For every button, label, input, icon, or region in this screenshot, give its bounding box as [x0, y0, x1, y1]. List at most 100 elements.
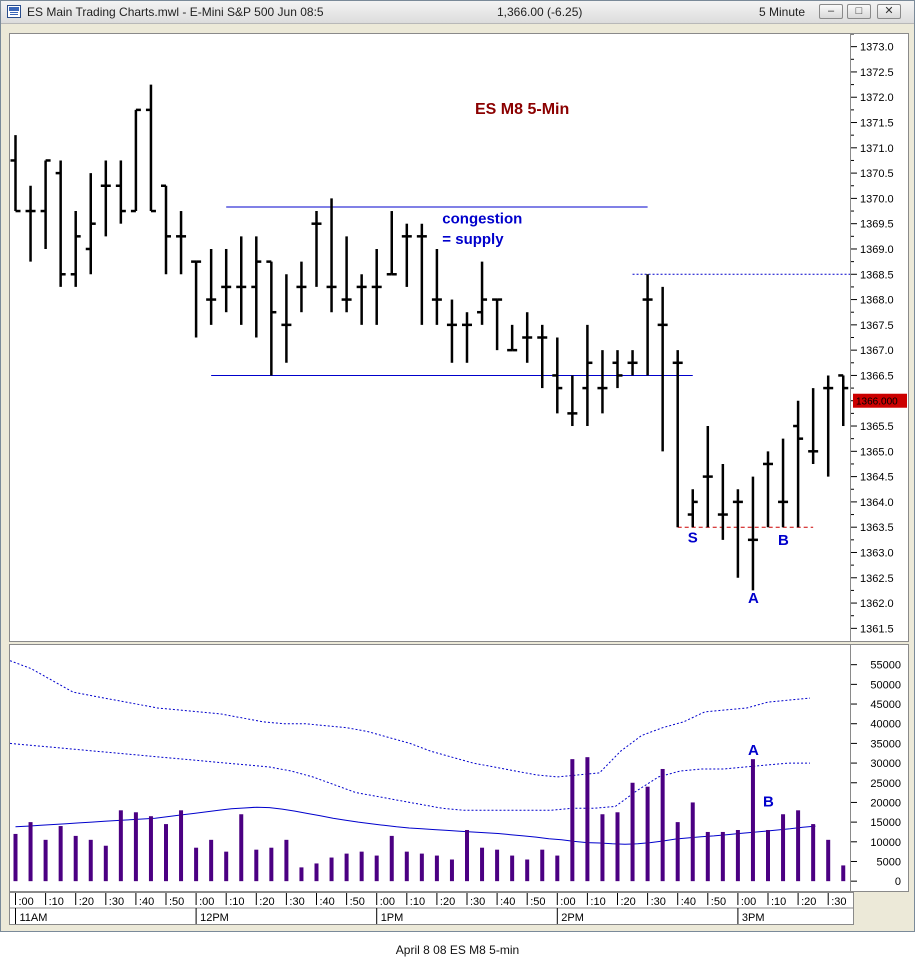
price-tick-label-10: 1366.5	[860, 370, 894, 382]
time-tick-label-13: :10	[410, 896, 425, 908]
time-tick-label-7: :10	[229, 896, 244, 908]
volume-bar-23	[359, 851, 364, 882]
volume-bar-34	[525, 859, 530, 882]
time-tick-label-20: :20	[621, 896, 636, 908]
volume-bar-31	[480, 847, 485, 882]
volume-bar-25	[389, 835, 394, 882]
ohlc-bar-50	[763, 451, 773, 528]
price-tick-label-23: 1373.0	[860, 42, 894, 54]
ohlc-bar-14	[221, 248, 232, 313]
volume-bar-14	[224, 851, 229, 882]
volume-annotation-0: A	[748, 742, 759, 759]
price-axis-scale: 1361.5 1362.0 1362.5 1363.0 1363.5 1364.0 1364…	[851, 33, 907, 635]
volume-bar-39	[600, 814, 605, 882]
ohlc-bar-41	[627, 350, 638, 376]
time-axis-scale: :00:10:20:30:40:50:00:10:20:30:40:50:00:…	[10, 893, 870, 924]
volume-bar-6	[103, 845, 108, 882]
volume-tick-label-6: 30000	[870, 758, 901, 770]
time-tick-label-16: :40	[500, 896, 515, 908]
price-annotation-1: = supply	[442, 231, 504, 248]
price-chart[interactable]: ES M8 5-Min congestion = supply S B A	[10, 34, 915, 641]
ohlc-bar-48	[732, 489, 743, 578]
ohlc-bar-28	[431, 248, 442, 325]
volume-bar-53	[811, 824, 816, 882]
volume-bar-36	[555, 855, 560, 882]
ohlc-bar-15	[236, 236, 247, 325]
ohlc-bar-3	[55, 160, 66, 287]
ohlc-bar-39	[597, 350, 608, 414]
volume-bar-15	[239, 814, 244, 882]
ohlc-bar-12	[191, 260, 202, 338]
ohlc-bar-11	[176, 211, 187, 275]
title-bar[interactable]: ES Main Trading Charts.mwl - E-Mini S&P …	[1, 1, 914, 24]
price-tick-label-19: 1371.0	[860, 143, 894, 155]
price-chart-area[interactable]: ES M8 5-Min congestion = supply S B A	[9, 33, 915, 642]
volume-tick-label-3: 15000	[870, 817, 901, 829]
chart-title: ES M8 5-Min	[475, 101, 569, 118]
volume-tick-label-8: 40000	[870, 719, 901, 731]
volume-bar-47	[720, 831, 725, 882]
chart-window-icon[interactable]	[7, 5, 21, 18]
volume-bar-43	[660, 768, 665, 882]
price-tick-label-8: 1365.5	[860, 421, 894, 433]
price-axis[interactable]: 1361.5 1362.0 1362.5 1363.0 1363.5 1364.0 1364…	[851, 33, 909, 642]
time-tick-label-9: :30	[289, 896, 304, 908]
ohlc-bar-7	[115, 160, 126, 224]
price-annotation-0: congestion	[442, 211, 522, 228]
hour-label-0: 11AM	[20, 912, 48, 924]
time-tick-label-4: :40	[139, 896, 154, 908]
ohlc-bar-4	[70, 211, 81, 287]
volume-bar-11	[179, 810, 184, 882]
restore-icon[interactable]: □	[847, 4, 871, 19]
chart-window: ES Main Trading Charts.mwl - E-Mini S&P …	[0, 0, 915, 932]
price-annotation-3: B	[778, 532, 789, 549]
ohlc-bar-0	[10, 135, 21, 213]
volume-moving-average	[15, 806, 816, 845]
volume-bar-3	[58, 826, 63, 882]
price-tick-label-22: 1372.5	[860, 67, 894, 79]
volume-bar-27	[419, 853, 424, 882]
ohlc-bar-25	[386, 211, 397, 276]
volume-tick-label-11: 55000	[870, 660, 901, 672]
volume-bar-4	[73, 835, 78, 882]
price-tick-label-13: 1368.0	[860, 295, 894, 307]
volume-bar-10	[164, 824, 168, 882]
volume-bar-41	[630, 782, 635, 882]
ohlc-bar-37	[567, 375, 578, 427]
volume-chart[interactable]: AB	[9, 645, 850, 891]
price-tick-label-12: 1367.5	[860, 320, 894, 332]
time-tick-label-27: :30	[831, 896, 846, 908]
time-tick-label-17: :50	[530, 896, 545, 908]
volume-bar-54	[826, 839, 831, 882]
time-tick-label-23: :50	[711, 896, 726, 908]
interval-label[interactable]: 5 Minute	[759, 5, 806, 19]
time-tick-label-11: :50	[350, 896, 365, 908]
close-icon[interactable]: ✕	[877, 4, 901, 19]
volume-bar-45	[690, 802, 695, 882]
time-axis[interactable]: :00:10:20:30:40:50:00:10:20:30:40:50:00:…	[9, 892, 870, 925]
ohlc-bar-55	[838, 374, 849, 427]
volume-axis[interactable]: 0 5000 10000 15000 20000 25000 30000 35000 40000…	[851, 644, 909, 892]
volume-bar-42	[645, 786, 650, 882]
volume-bar-50	[766, 829, 770, 882]
minimize-icon[interactable]: –	[819, 4, 843, 19]
volume-bar-12	[194, 847, 199, 882]
price-tick-label-5: 1364.0	[860, 497, 894, 509]
time-tick-label-14: :20	[440, 896, 455, 908]
volume-bar-7	[118, 810, 123, 882]
ohlc-bar-46	[702, 426, 713, 528]
volume-bar-0	[13, 833, 18, 882]
time-tick-label-15: :30	[470, 896, 485, 908]
ohlc-bar-19	[296, 261, 307, 313]
volume-bar-37	[570, 759, 575, 882]
time-tick-label-22: :40	[681, 896, 696, 908]
time-tick-label-25: :10	[771, 896, 786, 908]
volume-bar-49	[750, 759, 755, 882]
time-tick-label-12: :00	[380, 896, 395, 908]
volume-middle-band	[9, 742, 810, 811]
ohlc-bar-17	[266, 260, 277, 376]
last-price-marker	[853, 393, 907, 408]
ohlc-bar-13	[206, 248, 217, 325]
volume-bar-51	[781, 814, 786, 882]
